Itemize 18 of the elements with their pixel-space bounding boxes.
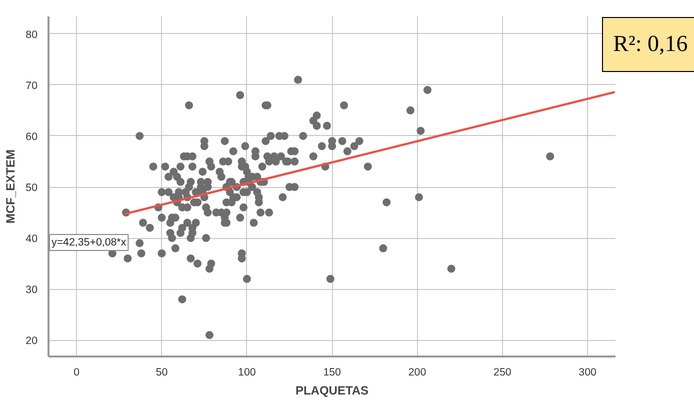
x-tick-label: 100	[238, 366, 256, 378]
y-tick-label: 40	[26, 233, 38, 246]
annotation: y=42,35+0,08*x	[52, 236, 127, 248]
y-tick-label: 20	[26, 335, 38, 348]
y-tick-label: 30	[26, 284, 38, 296]
x-tick-label: 200	[408, 366, 426, 378]
x-axis-title: PLAQUETAS	[295, 384, 369, 398]
x-tick-label: 300	[578, 366, 597, 378]
x-tick-label: 50	[156, 366, 168, 378]
annotation: R²: 0,16	[613, 30, 688, 58]
y-tick-label: 80	[26, 28, 38, 41]
y-tick-label: 60	[26, 130, 38, 143]
y-tick-label: 50	[26, 182, 38, 194]
x-tick-label: 0	[74, 366, 80, 378]
x-tick-label: 250	[494, 366, 512, 378]
y-axis-title: MCF_EXTEM	[4, 149, 18, 224]
x-tick-label: 150	[323, 366, 342, 378]
y-tick-label: 70	[26, 80, 38, 92]
